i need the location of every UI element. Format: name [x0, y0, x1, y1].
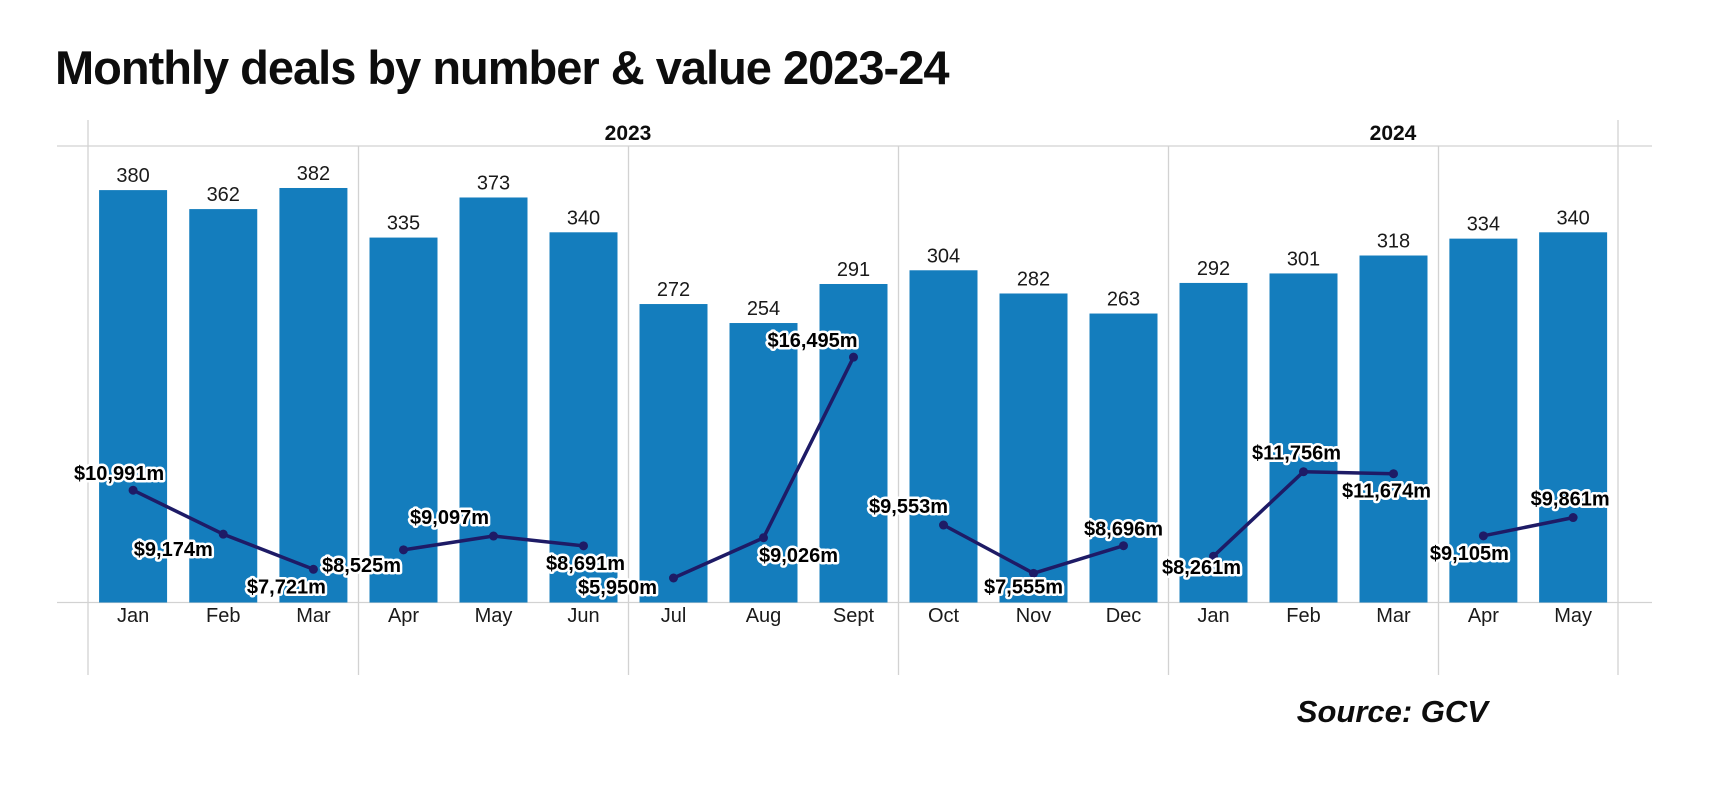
value-point	[1389, 469, 1398, 479]
x-axis-label: Sept	[833, 605, 875, 627]
x-axis-label: Dec	[1106, 605, 1142, 627]
bar-value-label: 301	[1287, 248, 1320, 270]
bar-value-label: 291	[837, 259, 870, 281]
value-label: $7,555m	[984, 576, 1063, 598]
bar-value-label: 340	[567, 207, 600, 229]
bar-jan-0	[99, 190, 168, 603]
value-point	[218, 529, 228, 539]
bar-value-label: 304	[927, 245, 960, 267]
bar-value-label: 282	[1017, 268, 1050, 290]
value-point	[399, 545, 408, 555]
x-axis-label: Jul	[661, 605, 687, 627]
bar-sept-8	[819, 283, 888, 603]
bar-feb-13	[1269, 273, 1338, 603]
value-label: $16,495m	[767, 330, 857, 352]
bar-value-label: 335	[387, 213, 420, 235]
value-label: $8,696m	[1084, 519, 1163, 541]
value-point	[308, 564, 318, 574]
value-point	[1209, 551, 1218, 561]
bar-value-label: 254	[747, 298, 780, 320]
value-point	[128, 485, 138, 495]
x-axis-label: Feb	[206, 605, 240, 627]
value-line-layer	[128, 352, 1578, 583]
chart-title: Monthly deals by number & value 2023-24	[55, 41, 949, 94]
bar-dec-11	[1089, 313, 1158, 603]
bar-may-16	[1539, 232, 1608, 603]
bar-value-label: 272	[657, 279, 690, 301]
x-axis-label: Jun	[567, 605, 599, 627]
bar-jan-12	[1179, 282, 1248, 603]
value-point	[579, 541, 588, 551]
bar-mar-2	[279, 187, 348, 603]
value-label: $9,105m	[1430, 543, 1509, 565]
value-label: $8,691m	[546, 553, 625, 575]
bar-oct-9	[909, 270, 978, 603]
x-axis-labels: Jan Feb Mar Apr May Jun Jul Aug Sept Oct Nov Dec Jan…	[117, 605, 1592, 627]
x-axis-label: Apr	[388, 605, 419, 627]
x-axis-label: May	[1554, 605, 1592, 627]
value-label: $8,525m	[322, 555, 401, 577]
value-point	[849, 352, 858, 362]
x-axis-label: Aug	[746, 605, 782, 627]
bar-jun-5	[549, 232, 618, 603]
value-point	[669, 573, 678, 583]
x-axis-label: Jan	[117, 605, 149, 627]
value-point	[939, 520, 948, 530]
value-point	[1029, 568, 1038, 578]
value-label: $9,553m	[869, 496, 948, 518]
value-label: $11,756m	[1252, 443, 1341, 465]
value-label: $9,174m	[134, 539, 213, 561]
bar-value-label: 362	[207, 184, 240, 206]
value-point	[1119, 541, 1128, 551]
value-label: $5,950m	[578, 577, 657, 599]
value-label: $9,097m	[410, 507, 489, 529]
x-axis-label: Nov	[1016, 605, 1052, 627]
source-note: Source: GCV	[1296, 694, 1488, 729]
bar-value-label: 340	[1556, 207, 1589, 229]
x-axis-label: Jan	[1197, 605, 1229, 627]
value-label: $10,991m	[74, 463, 164, 485]
x-axis-label: Mar	[1376, 605, 1411, 627]
bar-value-label: 318	[1377, 231, 1410, 253]
year-label-2024: 2024	[1370, 122, 1417, 145]
bar-nov-10	[999, 293, 1068, 603]
bar-value-label: 334	[1467, 214, 1500, 236]
bars-layer	[99, 187, 1608, 603]
value-label: $9,026m	[759, 545, 838, 567]
value-label: $11,674m	[1342, 481, 1431, 503]
value-point	[1299, 467, 1308, 477]
value-point	[489, 531, 498, 541]
x-axis-label: Mar	[296, 605, 331, 627]
value-label: $8,261m	[1162, 557, 1241, 579]
value-line-segment	[1481, 515, 1575, 538]
bar-value-labels: 380 362 382 335 373 340 272 254 291 304 282 263 292 3…	[116, 163, 1589, 320]
value-label: $9,861m	[1531, 489, 1610, 511]
x-axis-label: Apr	[1468, 605, 1499, 627]
value-point	[1478, 531, 1488, 541]
bar-value-label: 380	[116, 165, 149, 187]
x-axis-label: May	[475, 605, 513, 627]
bar-mar-14	[1359, 255, 1428, 603]
bar-jul-6	[639, 304, 708, 603]
bar-value-label: 382	[297, 163, 330, 185]
value-labels-layer: $10,991m $9,174m $7,721m$8,525m $9,097m $8,6…	[72, 328, 1613, 602]
bar-value-label: 292	[1197, 258, 1230, 280]
value-label: $7,721m	[247, 576, 326, 598]
bar-may-4	[459, 197, 528, 603]
x-axis-label: Oct	[928, 605, 960, 627]
year-label-2023: 2023	[605, 122, 652, 145]
bar-value-label: 373	[477, 172, 510, 194]
bar-apr-3	[369, 237, 438, 603]
bar-value-label: 263	[1107, 289, 1140, 311]
value-point	[1568, 513, 1578, 523]
bar-aug-7	[729, 323, 798, 603]
value-point	[759, 533, 768, 543]
x-axis-label: Feb	[1286, 605, 1320, 627]
bar-apr-15	[1449, 238, 1518, 603]
